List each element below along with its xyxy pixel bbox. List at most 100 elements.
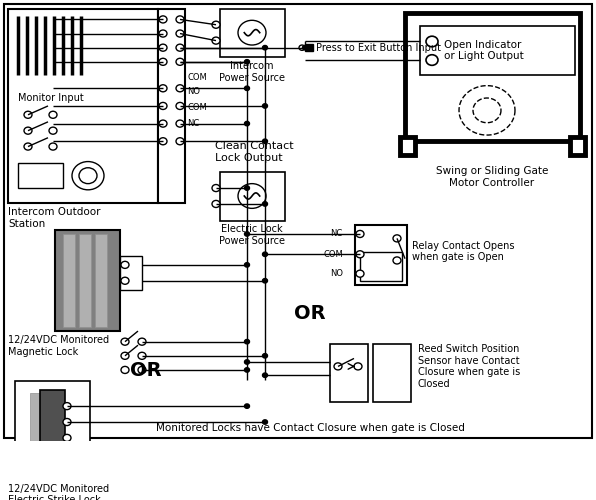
Circle shape [159, 85, 167, 92]
Bar [220, 172, 285, 220]
Circle shape [244, 262, 250, 267]
Bar [120, 256, 142, 290]
Bar [355, 225, 407, 285]
Bar [400, 137, 415, 154]
Circle shape [121, 352, 129, 360]
Circle shape [74, 448, 82, 456]
Circle shape [24, 111, 32, 118]
Text: 12/24VDC Monitored
Electric Strike Lock: 12/24VDC Monitored Electric Strike Lock [8, 484, 109, 500]
Bar [63, 234, 75, 326]
Circle shape [159, 58, 167, 66]
Circle shape [159, 30, 167, 37]
Text: Clean Contact
Lock Output: Clean Contact Lock Output [215, 142, 294, 163]
Text: NO: NO [187, 88, 200, 96]
Text: Press to Exit Button Input: Press to Exit Button Input [316, 42, 441, 52]
Text: Reed Switch Position
Sensor have Contact
Closure when gate is
Closed: Reed Switch Position Sensor have Contact… [418, 344, 520, 389]
Circle shape [138, 338, 146, 345]
Bar [55, 230, 120, 331]
Bar [420, 26, 575, 75]
Circle shape [244, 86, 250, 90]
Text: Open Indicator
or Light Output: Open Indicator or Light Output [444, 40, 524, 61]
Circle shape [176, 138, 184, 145]
Circle shape [176, 85, 184, 92]
Circle shape [49, 111, 57, 118]
Text: Intercom
Power Source: Intercom Power Source [219, 61, 285, 82]
Circle shape [244, 122, 250, 126]
Circle shape [56, 460, 64, 467]
Bar [18, 164, 63, 188]
Circle shape [244, 368, 250, 372]
Bar [15, 382, 90, 478]
Text: NC: NC [330, 230, 342, 238]
Circle shape [262, 278, 268, 283]
Circle shape [49, 127, 57, 134]
Text: COM: COM [187, 73, 207, 82]
Bar [360, 252, 402, 281]
Text: OR: OR [294, 304, 326, 323]
Circle shape [356, 270, 364, 277]
Circle shape [303, 46, 308, 50]
Circle shape [159, 138, 167, 145]
Circle shape [354, 363, 362, 370]
Circle shape [176, 120, 184, 127]
Circle shape [138, 366, 146, 374]
Circle shape [63, 434, 71, 442]
Text: COM: COM [323, 250, 343, 259]
Circle shape [212, 184, 220, 192]
Text: 12/24VDC Monitored
Magnetic Lock: 12/24VDC Monitored Magnetic Lock [8, 336, 109, 357]
Circle shape [72, 162, 104, 190]
Circle shape [176, 58, 184, 66]
Circle shape [244, 186, 250, 190]
Text: OR: OR [130, 362, 162, 380]
Bar [158, 9, 185, 203]
Circle shape [176, 16, 184, 23]
Text: COM: COM [187, 103, 207, 112]
Circle shape [63, 402, 71, 409]
Circle shape [262, 139, 268, 143]
Circle shape [74, 472, 82, 478]
Text: Relay Contact Opens
when gate is Open: Relay Contact Opens when gate is Open [412, 241, 514, 262]
Circle shape [176, 102, 184, 110]
Bar [30, 393, 58, 454]
Bar [40, 390, 65, 461]
Circle shape [334, 363, 342, 370]
Bar [79, 234, 91, 326]
Circle shape [159, 102, 167, 110]
Bar [570, 137, 585, 154]
Circle shape [159, 120, 167, 127]
Text: Swing or Sliding Gate
Motor Controller: Swing or Sliding Gate Motor Controller [436, 166, 548, 188]
Text: Monitor Input: Monitor Input [18, 92, 84, 102]
Circle shape [24, 143, 32, 150]
Circle shape [159, 16, 167, 23]
Bar [373, 344, 411, 402]
Circle shape [212, 37, 220, 44]
Bar [220, 9, 285, 58]
Circle shape [212, 200, 220, 207]
Text: NC: NC [187, 119, 199, 128]
Circle shape [56, 448, 64, 456]
Circle shape [244, 360, 250, 364]
Circle shape [159, 44, 167, 51]
Circle shape [121, 262, 129, 268]
Circle shape [121, 366, 129, 374]
Circle shape [79, 168, 97, 184]
Circle shape [393, 257, 401, 264]
Bar [8, 9, 158, 203]
Circle shape [244, 232, 250, 236]
Circle shape [56, 472, 64, 478]
Text: Electric Lock
Power Source: Electric Lock Power Source [219, 224, 285, 246]
Bar [330, 344, 368, 402]
Circle shape [238, 20, 266, 45]
Circle shape [299, 45, 305, 51]
Circle shape [262, 202, 268, 206]
Circle shape [262, 104, 268, 108]
Circle shape [262, 354, 268, 358]
Circle shape [426, 36, 438, 47]
Circle shape [121, 277, 129, 284]
Circle shape [49, 143, 57, 150]
Circle shape [24, 127, 32, 134]
Circle shape [356, 230, 364, 237]
Circle shape [393, 235, 401, 242]
Circle shape [176, 44, 184, 51]
Circle shape [262, 252, 268, 256]
